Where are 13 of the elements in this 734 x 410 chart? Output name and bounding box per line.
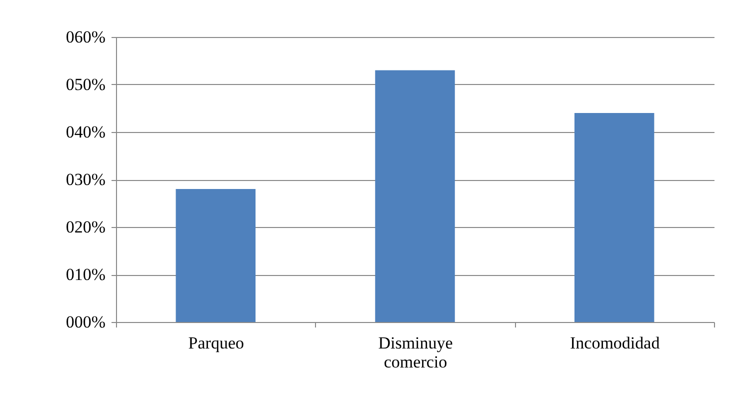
y-tick-label: 020%	[66, 218, 106, 236]
bar	[176, 189, 256, 322]
x-tick-label: Disminuye comercio	[378, 334, 453, 372]
y-tick-label: 060%	[66, 28, 106, 46]
y-tick-label: 000%	[66, 312, 106, 332]
y-tick-label: 040%	[66, 122, 106, 142]
bar	[574, 113, 654, 322]
x-tick-label: Parqueo	[188, 334, 244, 352]
y-tick-label: 010%	[66, 265, 106, 284]
x-tick-label: Incomodidad	[570, 334, 660, 352]
y-tick-label: 050%	[66, 75, 106, 94]
y-tick-label: 030%	[66, 170, 106, 189]
bar	[375, 70, 455, 322]
